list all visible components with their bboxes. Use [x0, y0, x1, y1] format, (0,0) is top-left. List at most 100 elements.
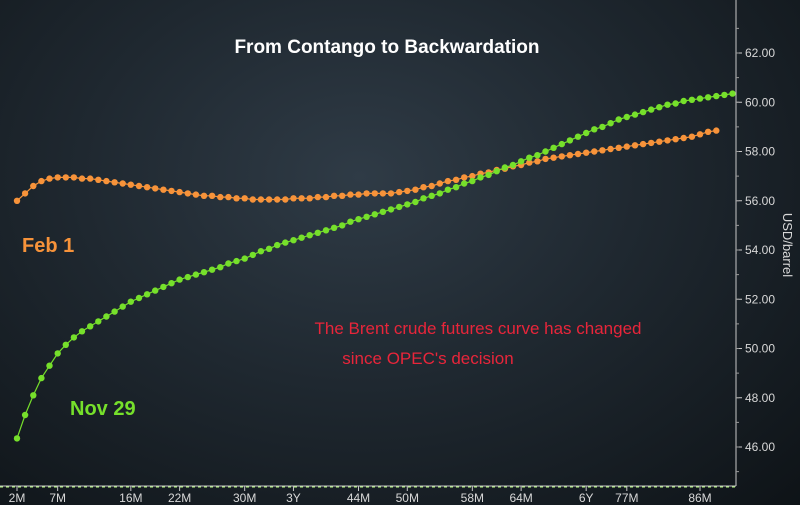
data-point [615, 116, 622, 123]
data-point [574, 150, 582, 158]
data-point [704, 128, 712, 135]
data-point [550, 154, 557, 161]
data-point [371, 211, 378, 218]
data-point [95, 318, 102, 325]
data-point [461, 180, 468, 187]
data-point [265, 196, 273, 203]
y-tick-label: 46.00 [745, 440, 775, 454]
data-point [13, 197, 21, 204]
x-axis-ticks: 2M 7M 16M 22M 30M 3Y 44M 50M 58M 64M 6Y 77M 86M [9, 486, 712, 505]
data-point [704, 94, 712, 101]
data-point [347, 218, 354, 225]
data-point [339, 222, 346, 229]
data-point [127, 298, 134, 305]
data-point [103, 177, 110, 185]
data-point [607, 145, 614, 153]
data-point [387, 206, 395, 213]
data-point [631, 111, 639, 118]
data-point [355, 216, 362, 223]
data-point [339, 192, 346, 199]
data-point [111, 179, 118, 186]
data-point [631, 142, 639, 149]
y-tick-label: 62.00 [745, 46, 775, 60]
data-point [713, 92, 720, 100]
data-point [184, 273, 191, 281]
data-point [62, 174, 69, 181]
x-tick-label: 16M [119, 491, 142, 505]
data-point [688, 133, 696, 140]
data-point [672, 136, 679, 143]
data-point [135, 182, 143, 190]
x-tick-label: 6Y [579, 491, 594, 505]
data-point [217, 193, 224, 201]
data-point [517, 158, 525, 165]
data-point [21, 190, 29, 197]
data-point [274, 241, 281, 249]
data-point [13, 435, 21, 442]
data-point [371, 190, 378, 197]
data-point [680, 97, 687, 105]
data-point [95, 176, 102, 183]
data-point [664, 137, 671, 144]
data-point [485, 171, 492, 179]
data-point [143, 291, 151, 298]
y-tick-label: 54.00 [745, 243, 775, 257]
data-point [680, 134, 687, 142]
data-point [688, 96, 696, 104]
data-point [452, 184, 460, 191]
data-point [363, 213, 370, 220]
data-point [412, 186, 419, 193]
data-point [103, 313, 110, 320]
data-point [38, 374, 45, 382]
data-point [160, 283, 167, 291]
data-point [192, 191, 200, 198]
data-point [469, 172, 476, 180]
x-tick-label: 30M [233, 491, 256, 505]
data-point [200, 192, 208, 199]
data-point [314, 229, 321, 236]
data-point [322, 227, 330, 234]
data-point [420, 195, 427, 202]
data-point [591, 126, 598, 133]
data-point [355, 191, 362, 198]
x-tick-label: 50M [396, 491, 419, 505]
data-point [509, 161, 517, 169]
data-point [200, 269, 208, 276]
data-point [330, 192, 338, 199]
data-point [119, 180, 126, 187]
x-tick-label: 64M [509, 491, 532, 505]
data-point [696, 95, 704, 102]
data-point [274, 196, 281, 203]
data-point [574, 133, 582, 140]
data-point [314, 193, 321, 201]
data-point [184, 190, 191, 197]
x-tick-label: 22M [168, 491, 191, 505]
data-point [713, 127, 720, 134]
data-point [54, 350, 61, 357]
data-point [623, 143, 630, 150]
data-point [558, 153, 565, 160]
y-axis-ticks: 62.00 60.00 58.00 56.00 54.00 52.00 50.00 48.00… [736, 27, 775, 473]
data-point [78, 175, 86, 182]
data-point [233, 195, 240, 202]
data-point [322, 193, 330, 201]
data-point [526, 159, 533, 166]
data-point [615, 144, 622, 151]
data-point [249, 196, 256, 203]
data-point [208, 192, 216, 199]
data-point [452, 176, 460, 183]
data-point [656, 138, 663, 145]
data-point [591, 148, 598, 155]
annotation-line-1: The Brent crude futures curve has change… [315, 319, 642, 338]
data-point [290, 195, 297, 202]
data-point [412, 198, 419, 206]
y-tick-label: 60.00 [745, 95, 775, 109]
data-point [583, 129, 590, 137]
data-point [168, 280, 175, 287]
data-point [639, 140, 647, 148]
data-point [623, 113, 630, 121]
annotation-line-2: since OPEC's decision [342, 349, 513, 368]
data-point [46, 175, 53, 182]
x-tick-label: 2M [9, 491, 26, 505]
